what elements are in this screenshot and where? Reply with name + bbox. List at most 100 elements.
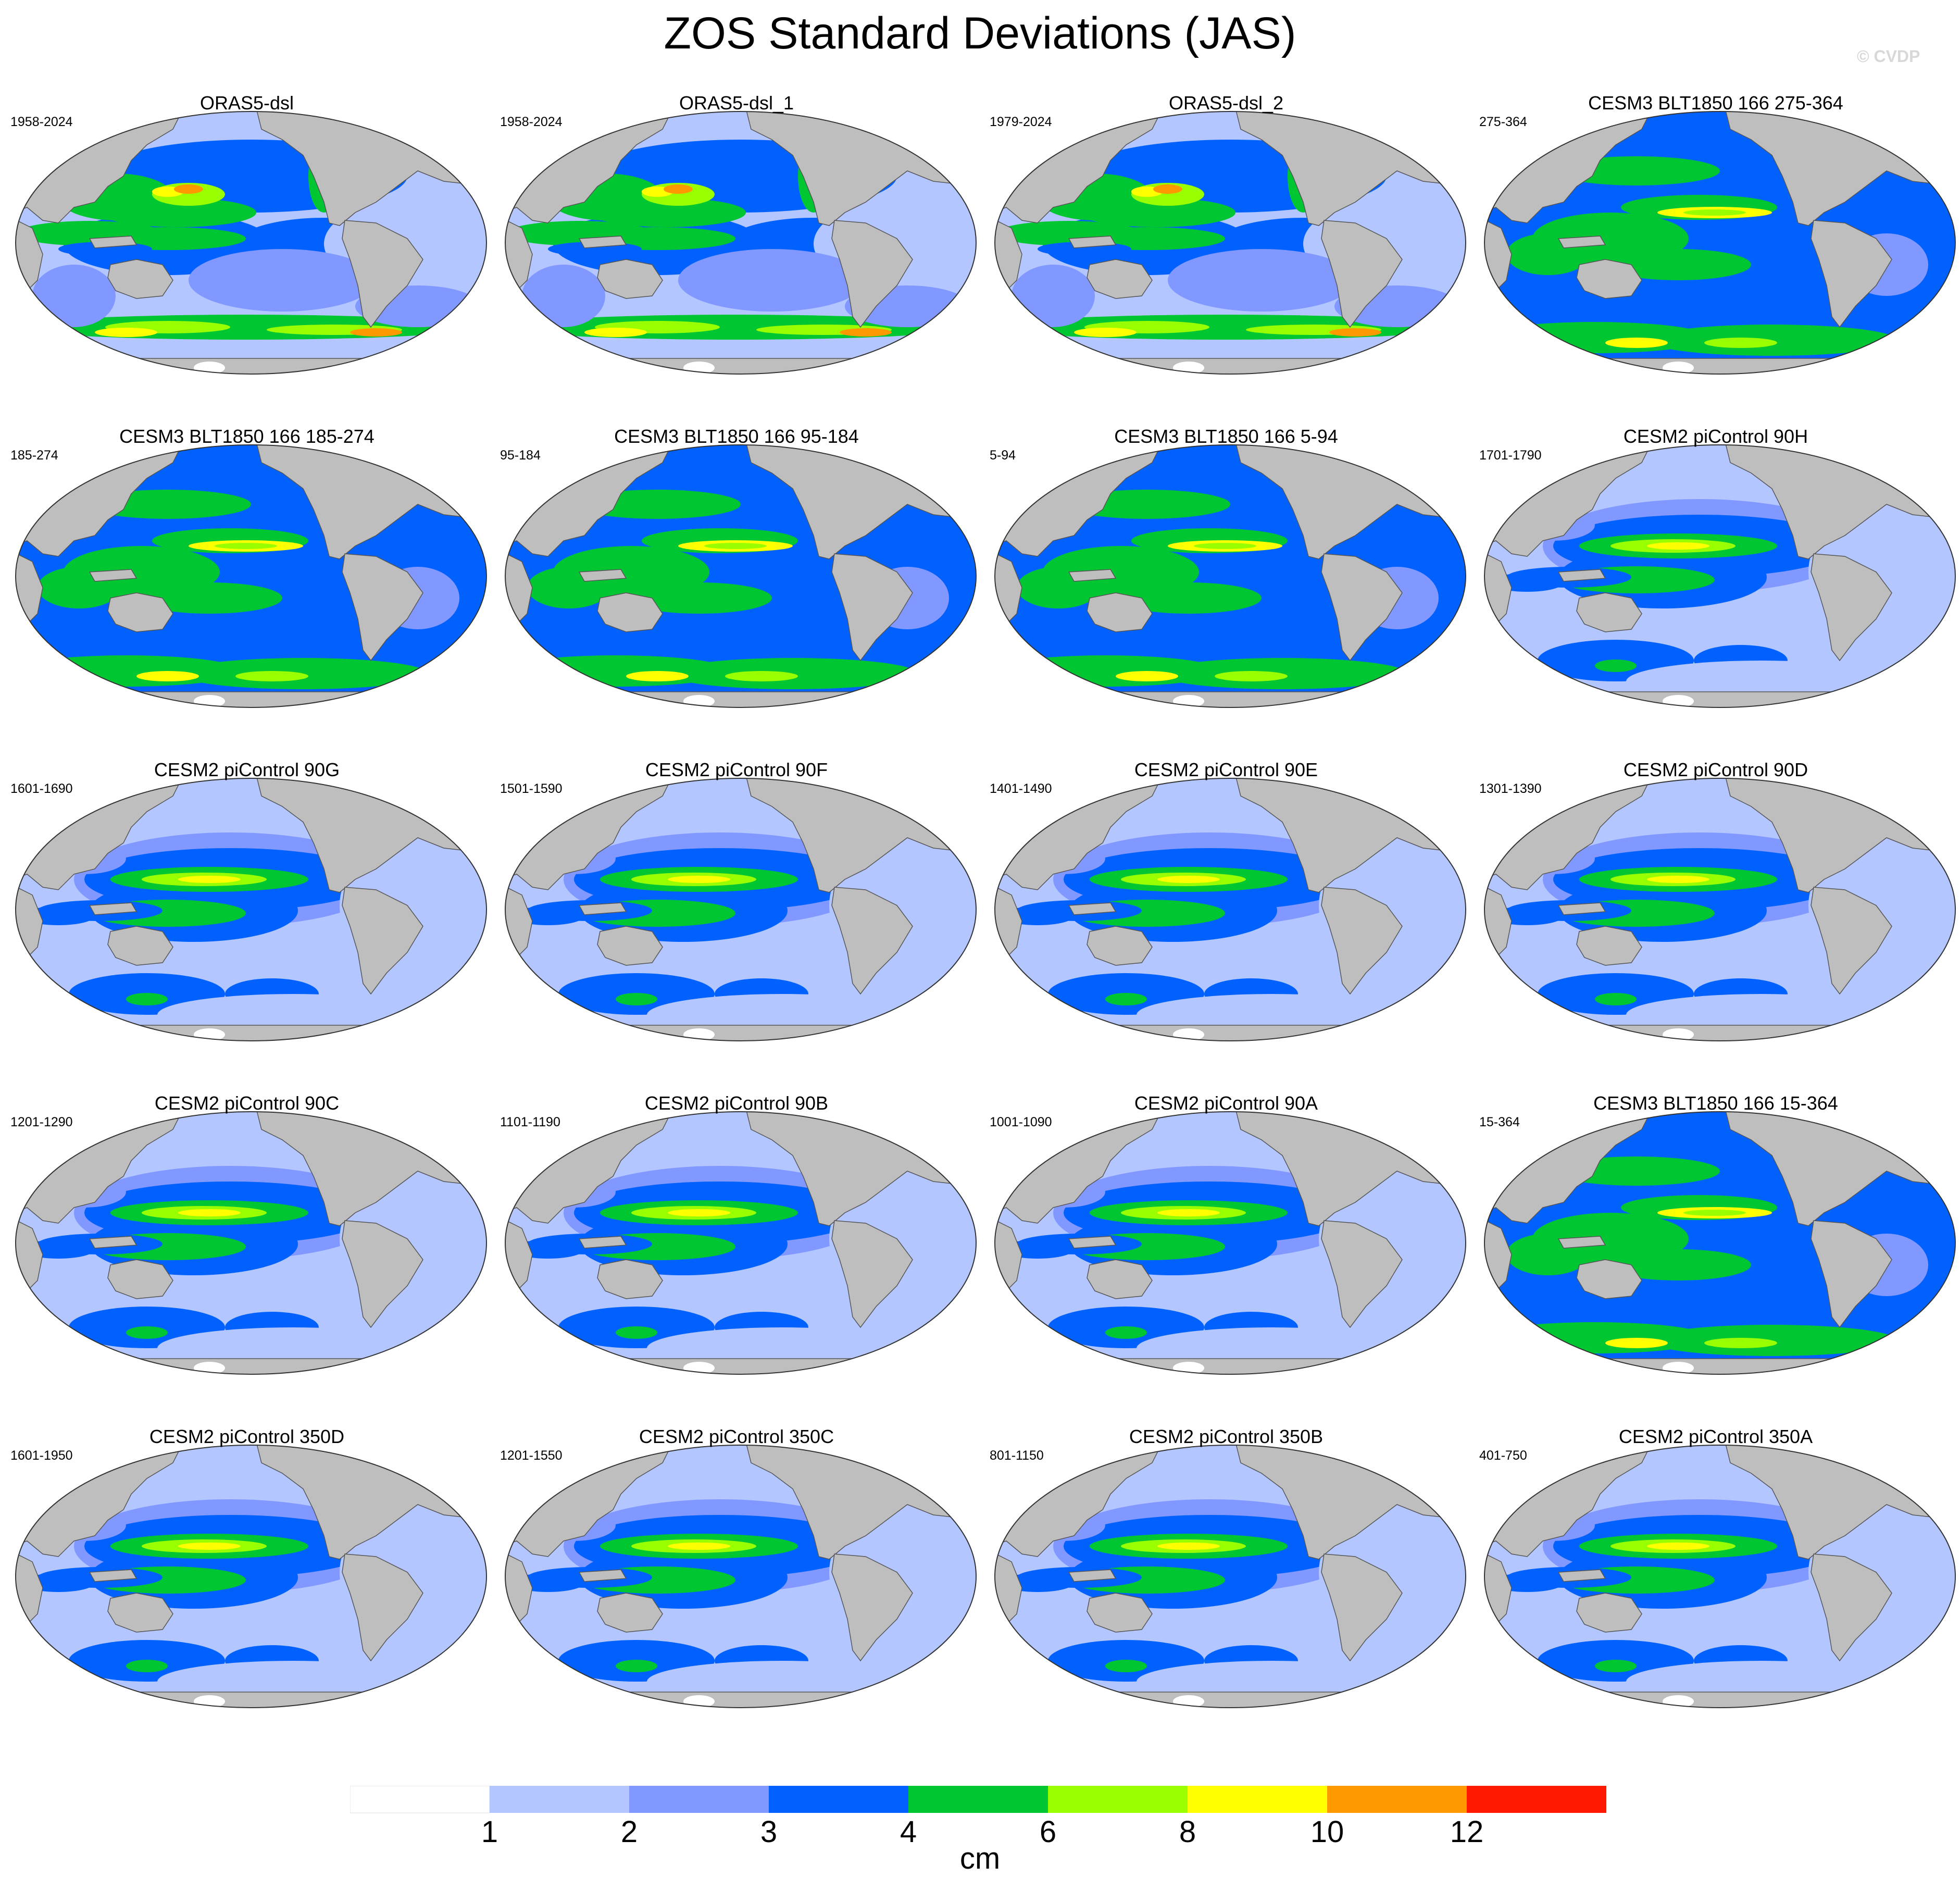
figure-title: ZOS Standard Deviations (JAS)	[664, 8, 1296, 58]
land-indonesia	[1068, 569, 1117, 582]
map-panel: CESM3 BLT1850 166 15-364 15-364	[1471, 1093, 1960, 1426]
world-map	[15, 1111, 487, 1375]
land-indonesia	[578, 235, 627, 248]
panel-years: 275-364	[1479, 115, 1527, 129]
map-border	[1484, 111, 1956, 375]
map-panel: CESM2 piControl 350B 801-1150	[981, 1426, 1471, 1760]
field-contour	[1595, 660, 1637, 672]
land-south-america	[342, 887, 423, 995]
map-border	[1484, 778, 1956, 1041]
land-antarctica	[1484, 1692, 1955, 1708]
map-border	[1484, 1445, 1956, 1708]
land-antarctica	[505, 1692, 976, 1708]
panel-title: CESM2 piControl 90C	[154, 1092, 340, 1114]
panel-map	[501, 1442, 980, 1713]
map-panel: CESM2 piControl 350A 401-750	[1471, 1426, 1960, 1760]
land-antarctica	[1484, 1025, 1955, 1041]
panel-map	[1480, 442, 1959, 713]
map-panel: CESM2 piControl 90B 1101-1190	[492, 1093, 981, 1426]
land-south-america	[831, 1220, 913, 1328]
field-contour	[1168, 249, 1355, 312]
world-map	[994, 111, 1466, 375]
land-south-america	[831, 553, 913, 662]
land-indonesia	[578, 569, 627, 582]
field-contour	[626, 671, 689, 681]
panel-years: 1958-2024	[10, 115, 73, 129]
world-map	[994, 1111, 1466, 1375]
panel-map	[991, 108, 1470, 379]
map-border	[505, 444, 977, 708]
field-contour	[126, 993, 168, 1005]
land-indonesia	[1068, 902, 1117, 915]
panel-map	[11, 442, 491, 713]
field-contour	[1157, 1209, 1220, 1216]
panel-map	[991, 442, 1470, 713]
map-panel: CESM2 piControl 90F 1501-1590	[492, 760, 981, 1093]
land-australia	[597, 592, 663, 632]
panel-years: 1201-1290	[10, 1115, 73, 1129]
land-australia	[1576, 592, 1642, 632]
map-panel: CESM2 piControl 90D 1301-1390	[1471, 760, 1960, 1093]
panel-title: CESM2 piControl 350C	[639, 1426, 834, 1447]
land-indonesia	[578, 1236, 627, 1249]
panel-map	[11, 1109, 491, 1379]
land-south-america	[1321, 1553, 1403, 1662]
land-antarctica	[995, 358, 1466, 374]
map-border	[505, 778, 977, 1041]
field-contour	[1329, 328, 1381, 337]
field-contour	[949, 318, 970, 326]
field-contour	[1105, 1660, 1147, 1672]
panel-map	[1480, 1442, 1959, 1713]
panel-map	[501, 1109, 980, 1379]
panel-title: ORAS5-dsl_2	[1168, 92, 1284, 114]
map-panel: ORAS5-dsl_2 1979-2024	[981, 93, 1471, 426]
panel-map	[501, 442, 980, 713]
map-border	[505, 1111, 977, 1375]
field-contour	[616, 1660, 657, 1672]
field-contour	[1074, 328, 1137, 337]
map-border	[15, 1111, 487, 1375]
panel-title: CESM2 piControl 90A	[1134, 1092, 1318, 1114]
land-indonesia	[1068, 235, 1117, 248]
land-indonesia	[1068, 1569, 1117, 1582]
world-map	[505, 1445, 977, 1708]
land-australia	[107, 259, 173, 299]
world-map	[1484, 111, 1956, 375]
map-border	[994, 1111, 1466, 1375]
map-border	[994, 778, 1466, 1041]
land-south-america	[1321, 220, 1403, 328]
field-contour	[126, 1660, 168, 1672]
land-south-america	[342, 220, 423, 328]
field-contour	[32, 265, 116, 327]
panel-title: CESM3 BLT1850 166 95-184	[614, 426, 859, 447]
map-panel: CESM2 piControl 90C 1201-1290	[2, 1093, 492, 1426]
map-border	[505, 1445, 977, 1708]
panel-title: CESM3 BLT1850 166 15-364	[1593, 1092, 1838, 1114]
field-contour	[95, 328, 157, 337]
land-antarctica	[16, 691, 486, 707]
land-antarctica	[1484, 358, 1955, 374]
field-contour	[126, 1326, 168, 1339]
panel-years: 1701-1790	[1479, 448, 1542, 463]
colorbar-swatch	[1467, 1786, 1606, 1813]
land-antarctica	[505, 358, 976, 374]
panel-years: 1401-1490	[990, 781, 1052, 796]
colorbar-tick-label: 8	[1179, 1815, 1196, 1843]
land-antarctica	[995, 1025, 1466, 1041]
land-australia	[107, 926, 173, 966]
field-contour	[189, 249, 376, 312]
land-indonesia	[1557, 569, 1606, 582]
land-australia	[107, 592, 173, 632]
world-map	[505, 778, 977, 1041]
world-map	[994, 1445, 1466, 1708]
world-map	[505, 1111, 977, 1375]
field-contour	[668, 1543, 730, 1550]
field-contour	[1105, 993, 1147, 1005]
field-contour	[1194, 543, 1256, 549]
panel-years: 15-364	[1479, 1115, 1520, 1129]
colorbar-tick-label: 12	[1450, 1815, 1484, 1843]
colorbar: 1 2 3 4 6 8 10 12	[350, 1786, 1606, 1843]
field-contour	[522, 265, 605, 327]
world-map	[15, 1445, 487, 1708]
panel-years: 1001-1090	[990, 1115, 1052, 1129]
